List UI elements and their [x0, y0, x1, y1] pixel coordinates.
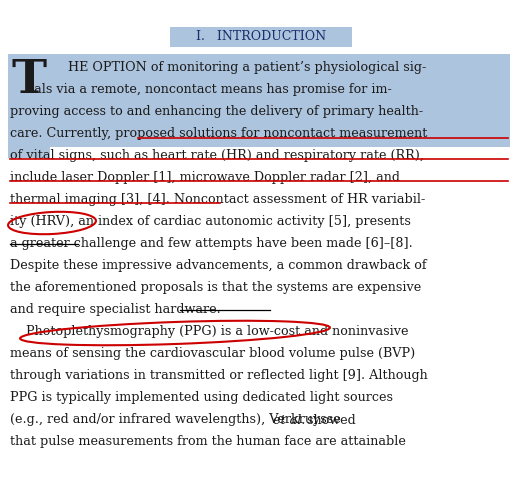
- Text: through variations in transmitted or reflected light [9]. Although: through variations in transmitted or ref…: [10, 369, 428, 383]
- Text: showed: showed: [303, 413, 356, 427]
- Text: HE OPTION of monitoring a patient’s physiological sig-: HE OPTION of monitoring a patient’s phys…: [68, 61, 426, 75]
- Text: ity (HRV), an index of cardiac autonomic activity [5], presents: ity (HRV), an index of cardiac autonomic…: [10, 216, 411, 228]
- Text: and require specialist hardware.: and require specialist hardware.: [10, 304, 221, 317]
- Text: (e.g., red and/or infrared wavelengths), Verkruysse: (e.g., red and/or infrared wavelengths),…: [10, 413, 345, 427]
- Text: means of sensing the cardiovascular blood volume pulse (BVP): means of sensing the cardiovascular bloo…: [10, 347, 415, 361]
- Text: Photoplethysmography (PPG) is a low-cost and noninvasive: Photoplethysmography (PPG) is a low-cost…: [10, 325, 408, 339]
- Text: Despite these impressive advancements, a common drawback of: Despite these impressive advancements, a…: [10, 260, 427, 272]
- Text: T: T: [11, 57, 46, 103]
- Text: of vital signs, such as heart rate (HR) and respiratory rate (RR),: of vital signs, such as heart rate (HR) …: [10, 149, 424, 163]
- FancyBboxPatch shape: [8, 142, 50, 158]
- Text: proving access to and enhancing the delivery of primary health-: proving access to and enhancing the deli…: [10, 105, 423, 119]
- Text: PPG is typically implemented using dedicated light sources: PPG is typically implemented using dedic…: [10, 391, 393, 405]
- Text: include laser Doppler [1], microwave Doppler radar [2], and: include laser Doppler [1], microwave Dop…: [10, 171, 400, 184]
- FancyBboxPatch shape: [8, 54, 510, 147]
- Text: I.   INTRODUCTION: I. INTRODUCTION: [196, 30, 326, 43]
- Text: care. Currently, proposed solutions for noncontact measurement: care. Currently, proposed solutions for …: [10, 127, 427, 141]
- FancyBboxPatch shape: [170, 27, 352, 47]
- Text: the aforementioned proposals is that the systems are expensive: the aforementioned proposals is that the…: [10, 282, 421, 294]
- Text: nals via a remote, noncontact means has promise for im-: nals via a remote, noncontact means has …: [10, 83, 392, 97]
- Text: et al.: et al.: [272, 413, 305, 427]
- Text: a greater challenge and few attempts have been made [6]–[8].: a greater challenge and few attempts hav…: [10, 238, 413, 250]
- Text: that pulse measurements from the human face are attainable: that pulse measurements from the human f…: [10, 435, 406, 448]
- Text: thermal imaging [3], [4]. Noncontact assessment of HR variabil-: thermal imaging [3], [4]. Noncontact ass…: [10, 194, 425, 206]
